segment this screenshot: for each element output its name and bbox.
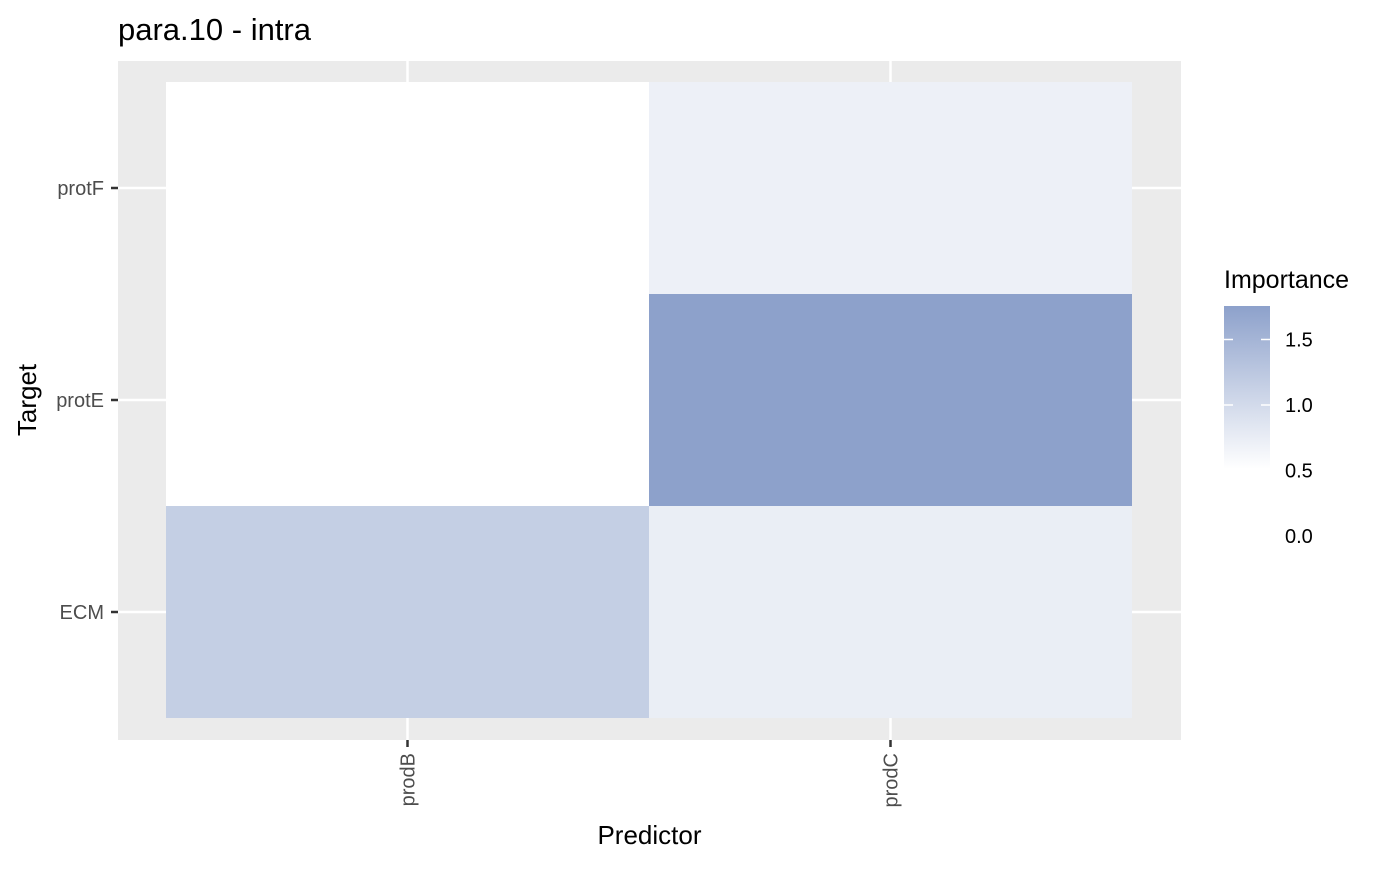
heatmap-cell-prodC-ECM xyxy=(649,506,1132,718)
legend-label-0.5: 0.5 xyxy=(1285,461,1313,483)
legend: Importance 1.5 1.0 0.5 0.0 xyxy=(1224,266,1349,548)
y-axis: ECM protE protF xyxy=(56,178,118,624)
y-tick-label-protF: protF xyxy=(57,178,104,200)
heatmap-cell-prodB-ECM xyxy=(166,506,649,718)
heatmap-cell-prodC-protE xyxy=(649,294,1132,506)
legend-title: Importance xyxy=(1224,266,1349,294)
heatmap-cell-prodB-protF xyxy=(166,82,649,294)
heatmap-cell-prodC-protF xyxy=(649,82,1132,294)
y-axis-title: Target xyxy=(12,363,42,436)
x-tick-label-prodC: prodC xyxy=(881,753,903,807)
heatmap-cell-prodB-protE xyxy=(166,294,649,506)
x-tick-label-prodB: prodB xyxy=(398,753,420,806)
x-axis-title: Predictor xyxy=(597,820,701,850)
legend-label-0.0: 0.0 xyxy=(1285,526,1313,548)
legend-ticks: 1.5 1.0 0.5 0.0 xyxy=(1224,330,1313,548)
y-tick-label-protE: protE xyxy=(56,390,104,412)
legend-colorbar xyxy=(1224,306,1270,469)
legend-label-1.0: 1.0 xyxy=(1285,395,1313,417)
heatmap-cells xyxy=(166,82,1132,718)
legend-label-1.5: 1.5 xyxy=(1285,330,1313,352)
y-tick-label-ECM: ECM xyxy=(60,602,104,624)
x-axis: prodB prodC xyxy=(398,740,903,807)
chart-title: para.10 - intra xyxy=(118,12,312,47)
